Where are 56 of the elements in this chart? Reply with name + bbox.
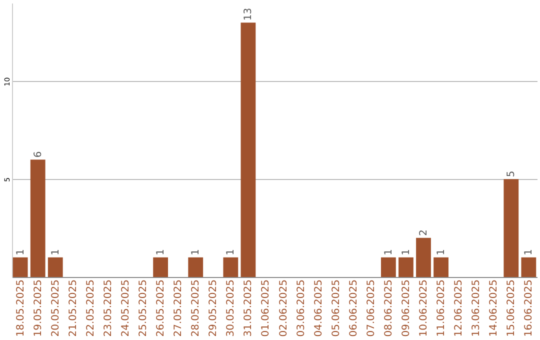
data-label: 1 bbox=[524, 249, 535, 256]
x-tick-label: 02.06.2025 bbox=[278, 280, 290, 337]
x-tick-label: 05.06.2025 bbox=[330, 280, 342, 337]
data-label: 2 bbox=[418, 229, 430, 236]
x-tick-label: 08.06.2025 bbox=[383, 280, 394, 337]
x-tick-label: 29.05.2025 bbox=[208, 280, 220, 337]
bar bbox=[188, 257, 204, 277]
x-tick-label: 21.05.2025 bbox=[68, 280, 79, 337]
x-tick-label: 11.06.2025 bbox=[436, 280, 448, 337]
data-label: 6 bbox=[32, 151, 44, 158]
data-label: 1 bbox=[190, 249, 202, 256]
data-label: 1 bbox=[50, 249, 62, 256]
x-tick-label: 13.06.2025 bbox=[471, 280, 482, 337]
x-tick-label: 10.06.2025 bbox=[418, 280, 430, 337]
x-tick-label: 24.05.2025 bbox=[120, 280, 132, 337]
data-label: 1 bbox=[400, 249, 412, 256]
x-tick-label: 07.06.2025 bbox=[366, 280, 377, 337]
bar bbox=[398, 257, 414, 277]
x-tick-label: 25.05.2025 bbox=[138, 280, 150, 337]
x-tick-label: 19.05.2025 bbox=[32, 280, 44, 337]
x-tick-label: 03.06.2025 bbox=[296, 280, 307, 337]
x-tick-label: 26.05.2025 bbox=[156, 280, 167, 337]
x-tick-label: 31.05.2025 bbox=[243, 280, 254, 337]
bar bbox=[153, 257, 168, 277]
data-label: 1 bbox=[15, 249, 26, 256]
x-tick-label: 30.05.2025 bbox=[226, 280, 237, 337]
x-tick-label: 01.06.2025 bbox=[260, 280, 272, 337]
bar bbox=[223, 257, 238, 277]
bar bbox=[380, 257, 396, 277]
data-label: 13 bbox=[243, 8, 254, 21]
x-tick-label: 27.05.2025 bbox=[173, 280, 184, 337]
x-tick-label: 22.05.2025 bbox=[85, 280, 96, 337]
data-label: 1 bbox=[226, 249, 237, 256]
x-tick-label: 09.06.2025 bbox=[400, 280, 412, 337]
bar bbox=[30, 160, 46, 277]
x-tick-label: 20.05.2025 bbox=[50, 280, 62, 337]
data-label: 1 bbox=[383, 249, 394, 256]
data-label: 1 bbox=[436, 249, 448, 256]
bar bbox=[434, 257, 448, 277]
bar bbox=[521, 257, 536, 277]
x-tick-label: 15.06.2025 bbox=[506, 280, 518, 337]
bar bbox=[240, 22, 256, 277]
bar bbox=[12, 257, 28, 277]
bar bbox=[416, 238, 431, 277]
x-tick-label: 06.06.2025 bbox=[348, 280, 360, 337]
x-tick-label: 18.05.2025 bbox=[15, 280, 26, 337]
x-tick-label: 16.06.2025 bbox=[524, 280, 535, 337]
x-tick-label: 28.05.2025 bbox=[190, 280, 202, 337]
bar bbox=[48, 257, 63, 277]
data-label: 1 bbox=[156, 249, 167, 256]
x-tick-label: 23.05.2025 bbox=[102, 280, 114, 337]
data-label: 5 bbox=[506, 170, 518, 178]
x-tick-label: 14.06.2025 bbox=[488, 280, 500, 337]
x-tick-label: 04.06.2025 bbox=[313, 280, 324, 337]
x-tick-label: 12.06.2025 bbox=[454, 280, 465, 337]
bar bbox=[504, 179, 519, 277]
